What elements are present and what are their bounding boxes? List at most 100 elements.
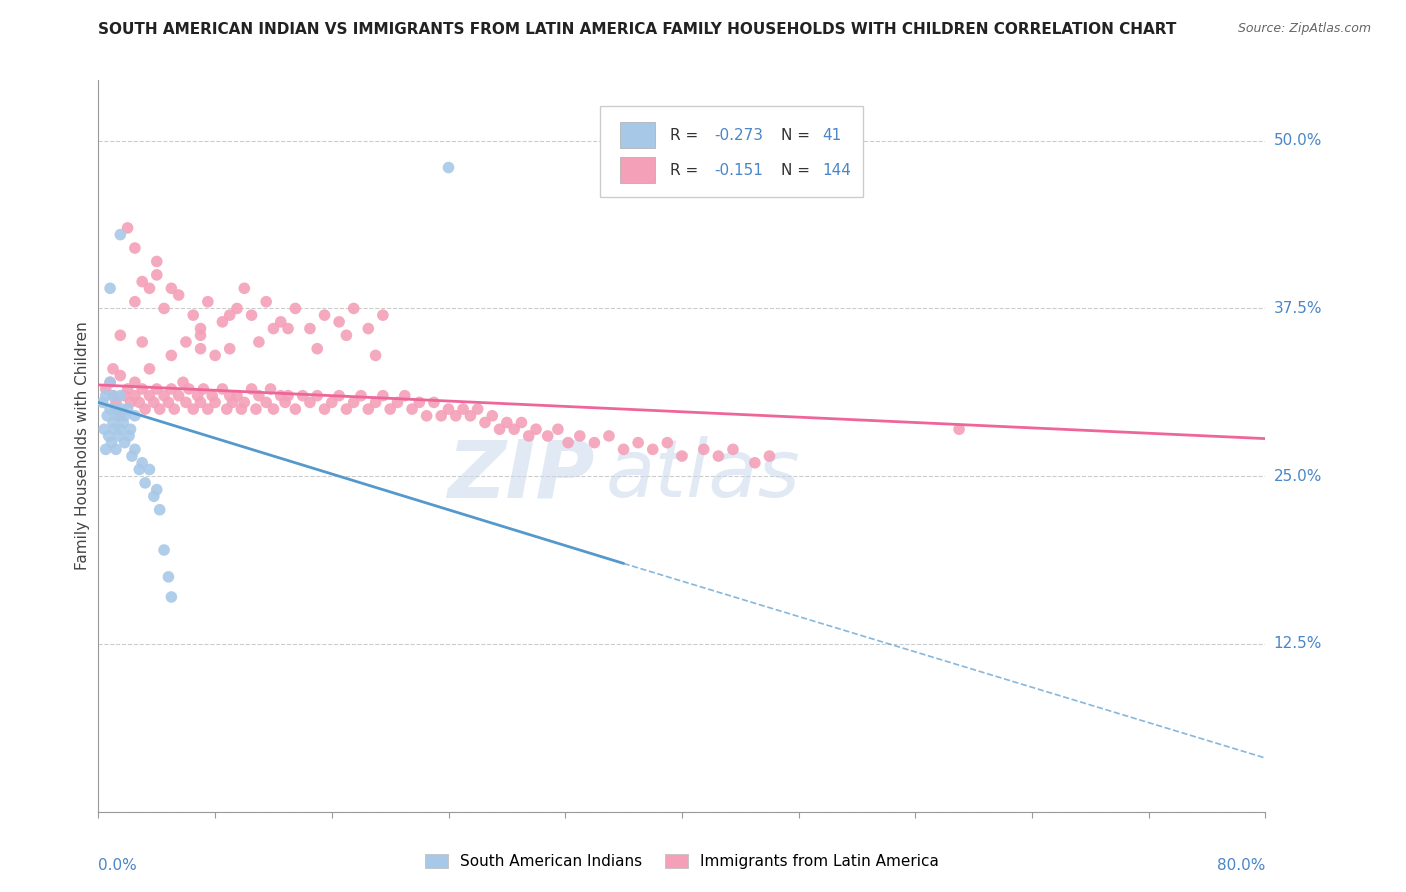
Point (343, 395, 366, 409)
Point (94, 389, 117, 403)
Point (537, 429, 560, 443)
Point (190, 328, 212, 343)
Point (218, 308, 240, 322)
Point (321, 395, 343, 409)
Point (153, 389, 176, 403)
Point (177, 382, 200, 396)
Point (218, 342, 240, 356)
Point (110, 227, 132, 242)
Point (117, 221, 139, 235)
Point (104, 442, 127, 457)
Point (187, 389, 209, 403)
Point (103, 422, 125, 436)
Text: Source: ZipAtlas.com: Source: ZipAtlas.com (1237, 22, 1371, 36)
Point (181, 308, 204, 322)
Point (298, 321, 321, 335)
Point (97, 429, 120, 443)
Point (277, 321, 299, 335)
Point (211, 382, 233, 396)
Point (357, 321, 380, 335)
Point (104, 395, 127, 409)
Point (437, 402, 460, 417)
Point (146, 382, 169, 396)
Point (131, 334, 153, 349)
Point (149, 402, 172, 417)
Text: 41: 41 (823, 128, 841, 143)
Point (153, 301, 176, 316)
Point (298, 395, 321, 409)
Text: 12.5%: 12.5% (1274, 637, 1322, 651)
Point (380, 402, 402, 417)
Point (335, 328, 357, 343)
Point (100, 435, 122, 450)
Point (105, 409, 128, 423)
Point (226, 301, 249, 316)
Point (142, 489, 165, 503)
Point (167, 389, 190, 403)
Point (284, 301, 307, 316)
Point (142, 395, 165, 409)
Point (190, 321, 212, 335)
Point (721, 442, 744, 457)
Point (557, 435, 579, 450)
Point (657, 435, 679, 450)
Point (131, 275, 153, 289)
Point (524, 422, 547, 436)
Text: 37.5%: 37.5% (1274, 301, 1322, 316)
Point (117, 382, 139, 396)
Point (112, 416, 135, 430)
Point (117, 402, 139, 417)
Point (118, 429, 141, 443)
Point (262, 402, 284, 417)
Point (671, 449, 693, 463)
Point (314, 308, 336, 322)
Point (328, 389, 350, 403)
Point (120, 422, 142, 436)
Point (101, 361, 124, 376)
Point (121, 449, 143, 463)
Point (110, 368, 132, 383)
Point (101, 389, 124, 403)
Point (197, 402, 219, 417)
Point (124, 389, 146, 403)
Point (204, 395, 226, 409)
Point (91, 395, 114, 409)
Point (371, 389, 394, 403)
Text: 50.0%: 50.0% (1274, 133, 1322, 148)
Point (277, 389, 299, 403)
Point (138, 462, 160, 476)
Text: -0.273: -0.273 (714, 128, 763, 143)
Point (270, 389, 292, 403)
Point (174, 395, 197, 409)
Point (254, 395, 277, 409)
Point (744, 456, 766, 470)
Point (291, 389, 314, 403)
Point (167, 288, 190, 302)
Point (98, 376, 121, 390)
Point (517, 429, 540, 443)
Point (245, 402, 267, 417)
Point (387, 395, 409, 409)
Point (94, 382, 117, 396)
Point (215, 402, 238, 417)
Point (190, 342, 212, 356)
Point (364, 395, 387, 409)
Point (547, 422, 569, 436)
Point (415, 409, 437, 423)
Point (124, 241, 146, 255)
Text: -0.151: -0.151 (714, 162, 763, 178)
Point (120, 395, 142, 409)
Point (146, 268, 169, 282)
Text: R =: R = (671, 162, 709, 178)
Text: 25.0%: 25.0% (1274, 468, 1322, 483)
Point (314, 402, 336, 417)
Point (231, 402, 253, 417)
Point (343, 301, 366, 316)
Y-axis label: Family Households with Children: Family Households with Children (75, 322, 90, 570)
Point (444, 409, 467, 423)
Text: N =: N = (782, 162, 815, 178)
Point (758, 449, 780, 463)
Point (131, 456, 153, 470)
Point (247, 389, 270, 403)
Point (114, 389, 136, 403)
